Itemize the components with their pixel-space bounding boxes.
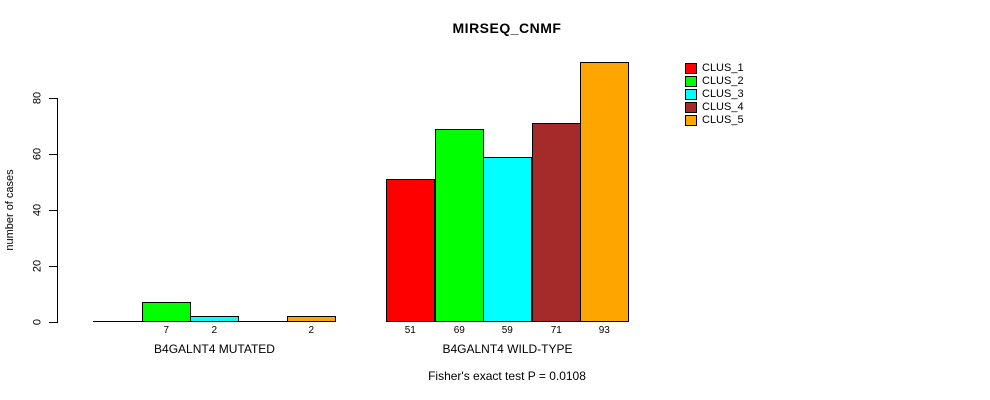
y-axis-tick bbox=[49, 322, 57, 323]
legend-swatch-CLUS_5 bbox=[685, 115, 697, 126]
legend-item: CLUS_4 bbox=[685, 101, 744, 114]
bar-CLUS_1 bbox=[386, 179, 435, 322]
legend-item: CLUS_3 bbox=[685, 88, 744, 101]
y-axis-label: number of cases bbox=[4, 169, 16, 251]
y-tick-label: 60 bbox=[31, 147, 44, 161]
bar-CLUS_2 bbox=[142, 302, 191, 322]
group-label: B4GALNT4 MUTATED bbox=[154, 342, 275, 356]
legend-item: CLUS_2 bbox=[685, 75, 744, 88]
bar-value-label: 59 bbox=[501, 325, 513, 336]
legend-item: CLUS_5 bbox=[685, 114, 744, 127]
legend-item: CLUS_1 bbox=[685, 62, 744, 75]
bar-value-label: 7 bbox=[163, 325, 170, 336]
legend-swatch-CLUS_3 bbox=[685, 89, 697, 100]
y-axis-tick bbox=[49, 210, 57, 211]
y-tick-label: 40 bbox=[31, 203, 44, 217]
y-axis-tick bbox=[49, 266, 57, 267]
chart-title: MIRSEQ_CNMF bbox=[452, 20, 562, 36]
legend-swatch-CLUS_2 bbox=[685, 76, 697, 87]
group-label: B4GALNT4 WILD-TYPE bbox=[442, 342, 573, 356]
bar-CLUS_1 bbox=[93, 321, 142, 322]
y-axis-tick bbox=[49, 98, 57, 99]
bar-value-label: 93 bbox=[598, 325, 610, 336]
legend-label: CLUS_3 bbox=[702, 88, 744, 100]
bar-CLUS_2 bbox=[435, 129, 484, 322]
y-tick-label: 80 bbox=[31, 91, 44, 105]
bar-value-label: 2 bbox=[211, 325, 218, 336]
legend-label: CLUS_5 bbox=[702, 114, 744, 126]
bar-value-label: 69 bbox=[453, 325, 465, 336]
bar-CLUS_5 bbox=[287, 316, 336, 322]
legend: CLUS_1 CLUS_2 CLUS_3 CLUS_4 CLUS_5 bbox=[685, 62, 744, 127]
bar-CLUS_3 bbox=[483, 157, 532, 322]
legend-label: CLUS_1 bbox=[702, 62, 744, 74]
y-tick-label: 0 bbox=[31, 318, 44, 326]
legend-label: CLUS_4 bbox=[702, 101, 744, 113]
footnote-pvalue: Fisher's exact test P = 0.0108 bbox=[428, 369, 586, 383]
legend-label: CLUS_2 bbox=[702, 75, 744, 87]
legend-swatch-CLUS_4 bbox=[685, 102, 697, 113]
y-tick-label: 20 bbox=[31, 259, 44, 273]
bar-value-label: 2 bbox=[308, 325, 315, 336]
bar-value-label: 51 bbox=[404, 325, 416, 336]
bar-value-label: 71 bbox=[550, 325, 562, 336]
bar-CLUS_5 bbox=[580, 62, 629, 322]
y-axis-line bbox=[57, 98, 58, 323]
bar-CLUS_4 bbox=[532, 123, 581, 322]
bar-CLUS_3 bbox=[190, 316, 239, 322]
legend-swatch-CLUS_1 bbox=[685, 63, 697, 74]
y-axis-tick bbox=[49, 154, 57, 155]
bar-CLUS_4 bbox=[239, 321, 288, 322]
